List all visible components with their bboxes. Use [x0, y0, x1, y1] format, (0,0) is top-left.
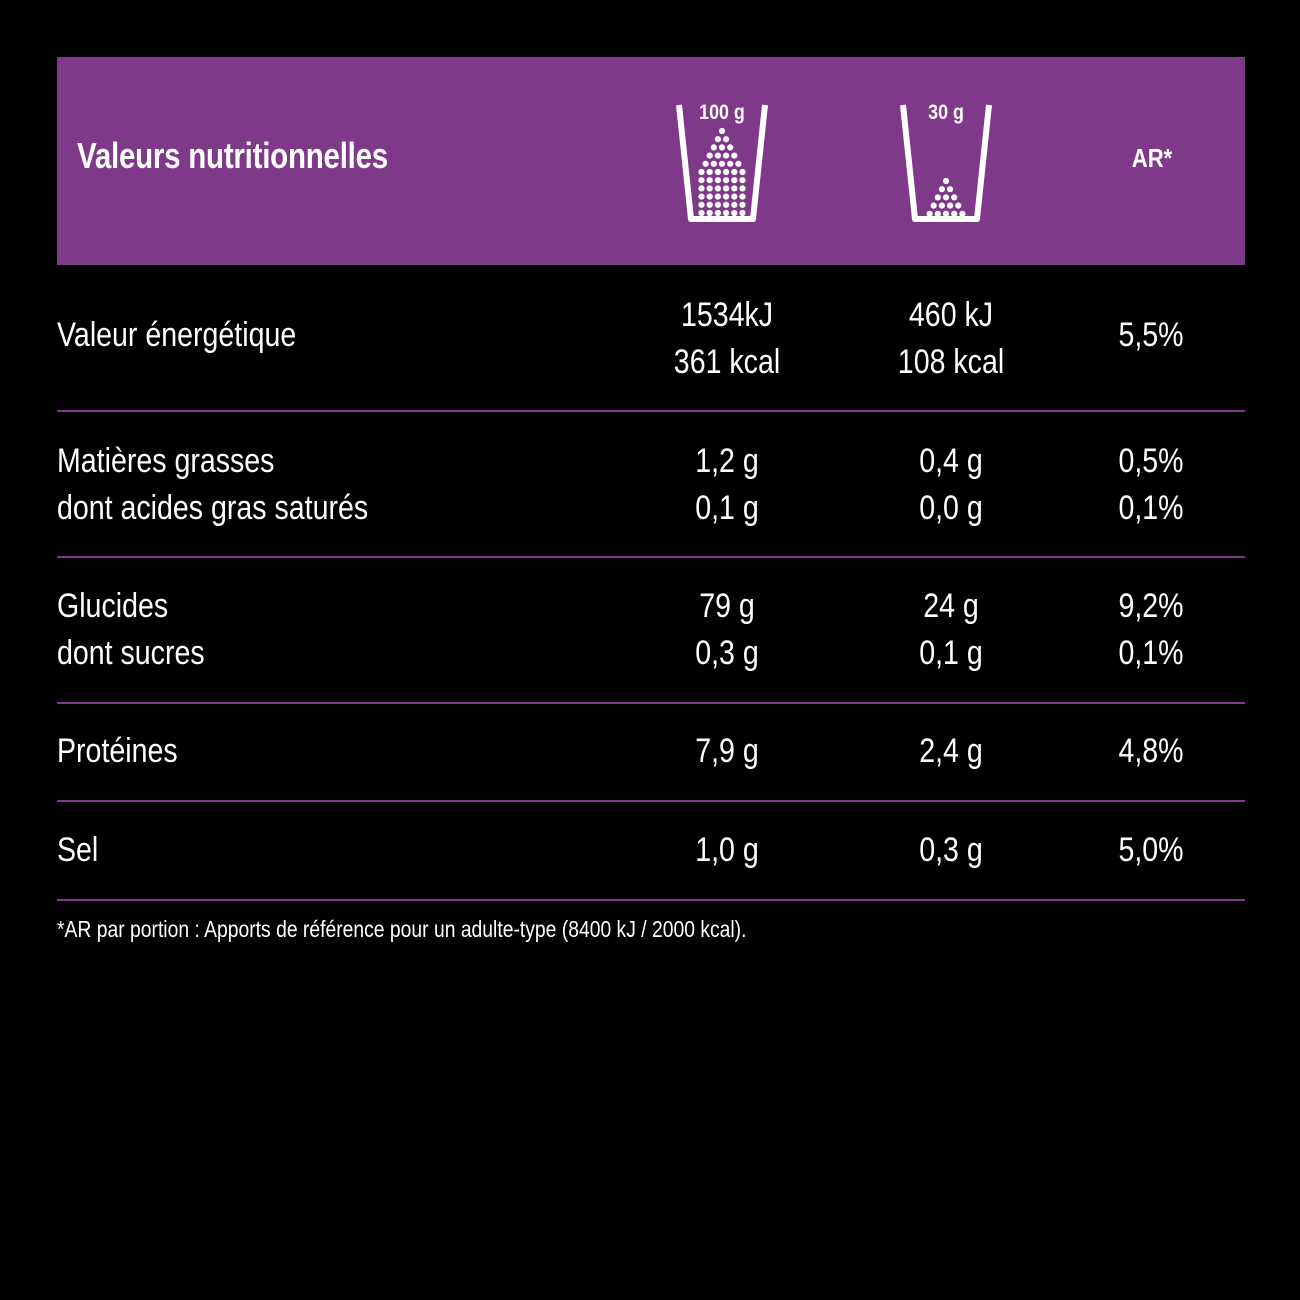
row-label: Glucides	[57, 587, 169, 625]
value-30g: 0,3 g	[919, 831, 983, 869]
row-divider	[57, 702, 1245, 704]
footnote: *AR par portion : Apports de référence p…	[57, 916, 747, 942]
value-30g: 0,4 g	[919, 442, 983, 480]
value-30g: 24 g	[923, 587, 979, 625]
value-ar: 5,0%	[1118, 831, 1184, 869]
value-100g: 1534kJ	[680, 296, 774, 334]
row-divider	[57, 899, 1245, 901]
row-sublabel: dont sucres	[57, 634, 205, 672]
value-ar: 0,1%	[1118, 489, 1184, 527]
row-label: Matières grasses	[57, 442, 275, 480]
value-100g: 1,0 g	[695, 831, 759, 869]
value-100g: 7,9 g	[695, 732, 759, 770]
cup-full-icon: 100 g	[667, 101, 777, 225]
value-ar: 0,5%	[1118, 442, 1184, 480]
cup-30-label: 30 g	[928, 101, 964, 124]
row-divider	[57, 410, 1245, 412]
value-ar: 9,2%	[1118, 587, 1184, 625]
value-30g: 0,0 g	[919, 489, 983, 527]
value-ar: 5,5%	[1118, 316, 1184, 354]
value-100g: 1,2 g	[695, 442, 759, 480]
cup-100-label: 100 g	[699, 101, 745, 124]
value-100g: 0,3 g	[695, 634, 759, 672]
row-sublabel: dont acides gras saturés	[57, 489, 369, 527]
row-label: Valeur énergétique	[57, 316, 297, 354]
value-30g: 108 kcal	[897, 343, 1005, 381]
table-header: Valeurs nutritionnelles 100 g 30 g AR*	[57, 57, 1245, 265]
value-30g: 2,4 g	[919, 732, 983, 770]
value-30g: 0,1 g	[919, 634, 983, 672]
value-100g: 0,1 g	[695, 489, 759, 527]
value-100g: 79 g	[699, 587, 755, 625]
ar-column-header: AR*	[1131, 143, 1173, 173]
table-title: Valeurs nutritionnelles	[77, 135, 388, 176]
cup-portion-icon: 30 g	[891, 101, 1001, 225]
value-100g: 361 kcal	[673, 343, 781, 381]
value-ar: 4,8%	[1118, 732, 1184, 770]
value-30g: 460 kJ	[908, 296, 994, 334]
row-divider	[57, 800, 1245, 802]
row-divider	[57, 556, 1245, 558]
row-label: Sel	[57, 831, 99, 869]
row-label: Protéines	[57, 732, 178, 770]
value-ar: 0,1%	[1118, 634, 1184, 672]
